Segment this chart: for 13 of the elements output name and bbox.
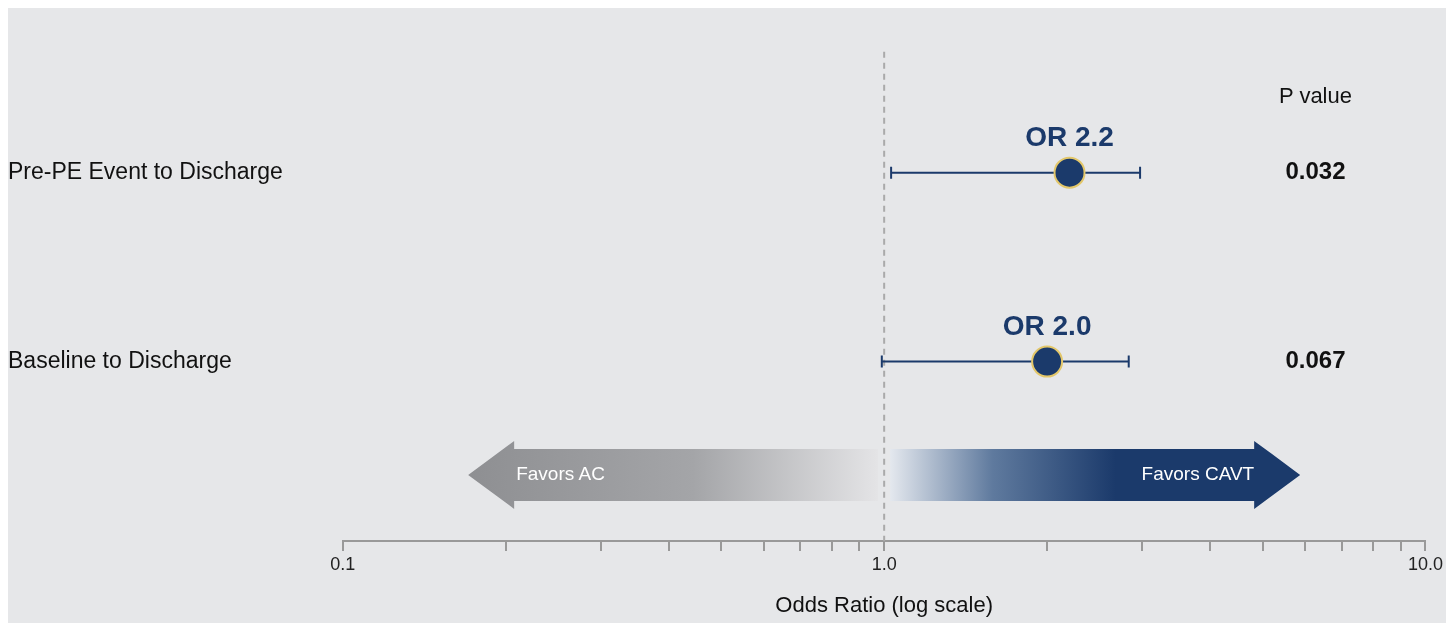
x-tick-label: 1.0	[871, 553, 897, 574]
annotation: P value	[1278, 83, 1352, 109]
data-label: OR 2.2	[1025, 121, 1114, 153]
annotation: 0.067	[1285, 346, 1346, 374]
x-tick-label: 0.1	[330, 553, 356, 574]
y-tick-label: Baseline to Discharge	[8, 346, 232, 373]
annotation: 0.032	[1285, 157, 1346, 185]
y-tick-label: Pre-PE Event to Discharge	[8, 158, 283, 185]
x-axis-title: Odds Ratio (log scale)	[775, 591, 993, 617]
annotation: Favors AC	[516, 462, 605, 485]
data-label: OR 2.0	[1002, 310, 1092, 342]
annotation: Favors CAVT	[1141, 462, 1255, 485]
x-tick-label: 10.0	[1407, 553, 1444, 574]
